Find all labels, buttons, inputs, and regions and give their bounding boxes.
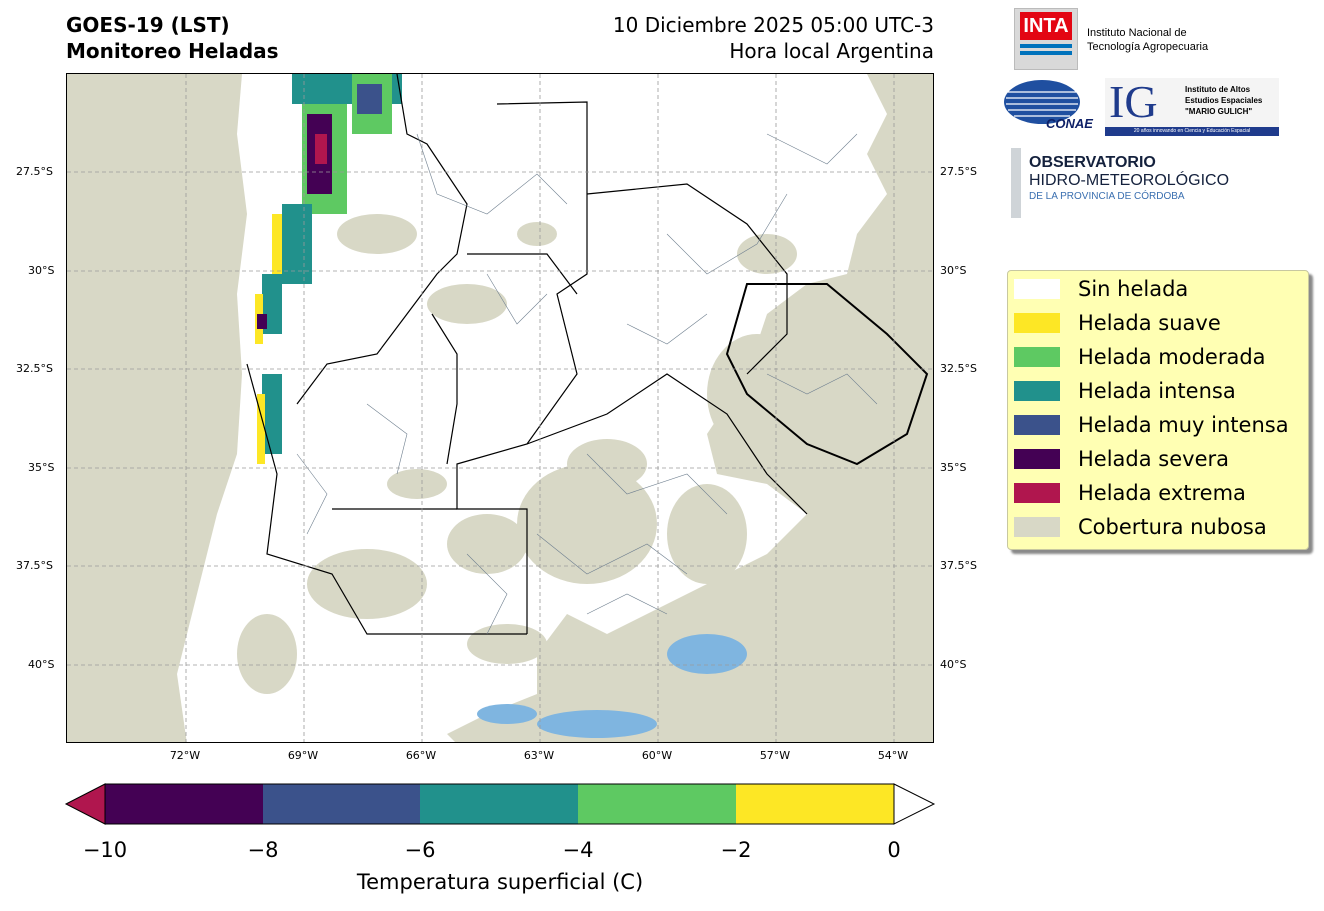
lat-label-left: 27.5°S [16,165,53,178]
lon-label: 60°W [641,749,673,762]
observatorio-line1: OBSERVATORIO [1029,154,1156,171]
legend-swatch [1014,279,1060,299]
legend-swatch [1014,517,1060,537]
conae-text: CONAE [1046,116,1093,131]
lat-label-right: 30°S [940,264,967,277]
inta-acronym: INTA [1020,12,1072,40]
lat-label-left: 32.5°S [16,362,53,375]
legend-swatch [1014,483,1060,503]
legend-label: Helada moderada [1078,345,1266,369]
legend-label: Helada suave [1078,311,1221,335]
legend-label: Helada intensa [1078,379,1236,403]
legend-swatch [1014,381,1060,401]
colorbar-segment [578,784,736,824]
legend-swatch [1014,313,1060,333]
legend-item: Sin helada [1014,274,1188,304]
colorbar-segment [105,784,263,824]
legend-label: Cobertura nubosa [1078,515,1267,539]
map-title-block: GOES-19 (LST) Monitoreo Heladas [66,12,279,64]
colorbar-tick: −6 [404,838,436,862]
lat-label-left: 30°S [28,264,55,277]
legend-swatch [1014,415,1060,435]
colorbar [64,783,936,825]
lon-label: 63°W [523,749,555,762]
satellite-title: GOES-19 (LST) [66,13,230,37]
legend-item: Helada intensa [1014,376,1236,406]
legend-label: Helada severa [1078,447,1229,471]
observatorio-line2: HIDRO-METEOROLÓGICO [1029,172,1230,189]
lat-label-left: 37.5°S [16,559,53,572]
colorbar-segment [420,784,578,824]
inta-name-line2: Tecnología Agropecuaria [1087,41,1209,53]
colorbar-outline [104,783,895,825]
colorbar-segment [736,784,894,824]
legend-label: Helada muy intensa [1078,413,1289,437]
lat-label-right: 32.5°S [940,362,977,375]
legend-item: Helada moderada [1014,342,1266,372]
colorbar-tick: −10 [82,838,128,862]
observatorio-logo: OBSERVATORIO HIDRO-METEOROLÓGICO DE LA P… [1011,148,1251,218]
legend-item: Cobertura nubosa [1014,512,1267,542]
legend-label: Sin helada [1078,277,1189,301]
product-title: Monitoreo Heladas [66,39,279,63]
legend-item: Helada muy intensa [1014,410,1289,440]
frost-band-andes [255,74,402,464]
legend-item: Helada severa [1014,444,1229,474]
frost-map [66,73,934,743]
lat-label-left: 40°S [28,658,55,671]
map-canvas [67,74,933,742]
colorbar-under-arrow [64,783,106,825]
lon-label: 66°W [405,749,437,762]
lon-label: 69°W [287,749,319,762]
legend-label: Helada extrema [1078,481,1246,505]
colorbar-label: Temperatura superficial (C) [356,870,644,894]
lat-label-left: 35°S [28,461,55,474]
ig-acronym: IG [1109,76,1158,127]
colorbar-tick: 0 [887,838,901,862]
legend: Sin helada Helada suave Helada moderada … [1007,270,1309,550]
colorbar-over-arrow [893,783,936,825]
lat-label-right: 40°S [940,658,967,671]
datetime-label: 10 Diciembre 2025 05:00 UTC-3 [612,13,934,37]
ig-line2: Estudios Espaciales [1185,96,1263,105]
inta-logo: INTA Instituto Nacional de Tecnología Ag… [1014,8,1264,70]
colorbar-tick: −2 [720,838,752,862]
datetime-block: 10 Diciembre 2025 05:00 UTC-3 Hora local… [613,12,934,64]
inta-name-line1: Instituto Nacional de [1087,27,1187,39]
lat-label-right: 27.5°S [940,165,977,178]
ig-line1: Instituto de Altos [1185,85,1251,94]
colorbar-tick: −4 [562,838,594,862]
lat-label-right: 37.5°S [940,559,977,572]
legend-item: Helada suave [1014,308,1221,338]
lon-label: 72°W [169,749,201,762]
department-borders [296,133,878,635]
lon-label: 54°W [877,749,909,762]
province-borders [246,74,929,635]
water-bodies [477,634,747,738]
ig-logo: IG Instituto de Altos Estudios Espaciale… [1105,78,1279,136]
legend-swatch [1014,347,1060,367]
legend-swatch [1014,449,1060,469]
conae-emblem [1004,80,1080,124]
ig-line3: "MARIO GULICH" [1185,107,1253,116]
timezone-label: Hora local Argentina [729,39,934,63]
lon-label: 57°W [759,749,791,762]
conae-logo: CONAE [1004,78,1093,134]
colorbar-segment [263,784,420,824]
graticule [67,74,933,742]
lat-label-right: 35°S [940,461,967,474]
legend-item: Helada extrema [1014,478,1246,508]
colorbar-tick: −8 [247,838,279,862]
ig-tagline: 20 años innovando en Ciencia y Educación… [1105,127,1279,136]
observatorio-line3: DE LA PROVINCIA DE CÓRDOBA [1029,191,1185,202]
